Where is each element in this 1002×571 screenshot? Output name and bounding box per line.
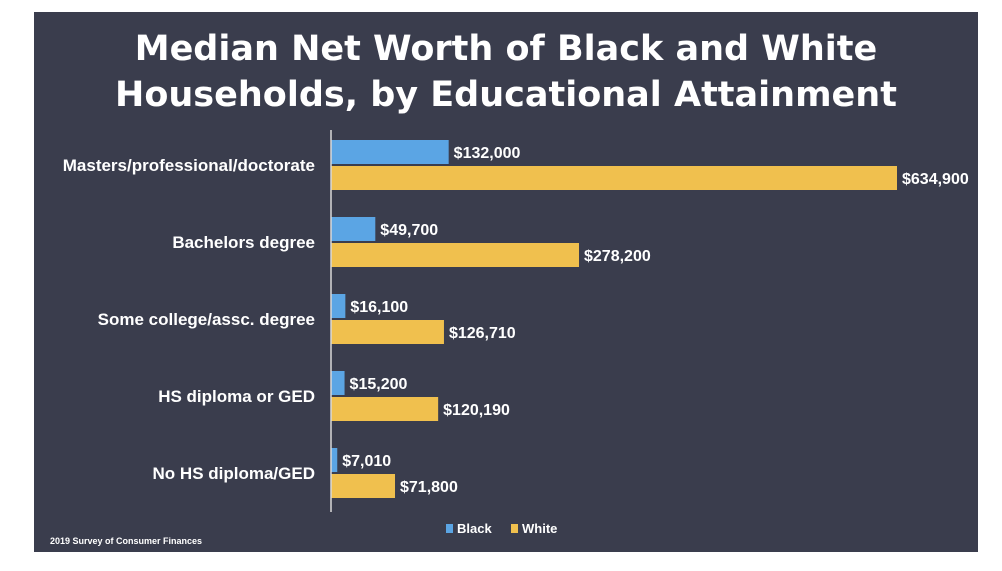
- chart-title-line-1: Median Net Worth of Black and White: [134, 29, 878, 69]
- value-label-white-some-college-assc-degree: $126,710: [449, 325, 516, 342]
- chart-title-line-2: Households, by Educational Attainment: [115, 75, 897, 115]
- bar-black-some-college-assc-degree: [331, 294, 346, 318]
- value-label-black-some-college-assc-degree: $16,100: [350, 299, 408, 316]
- bar-white-some-college-assc-degree: [331, 320, 444, 344]
- chart-slide: Median Net Worth of Black and White Hous…: [34, 12, 978, 552]
- bar-chart: Masters/professional/doctorate $132,000 $6…: [63, 130, 969, 536]
- bar-white-hs-diploma-or-ged: [331, 397, 439, 421]
- category-label-no-hs-diploma-ged: No HS diploma/GED: [153, 464, 315, 483]
- legend-label-black: Black: [457, 521, 492, 536]
- legend-swatch-black: [446, 524, 453, 533]
- bar-black-bachelors-degree: [331, 217, 376, 241]
- value-label-black-hs-diploma-or-ged: $15,200: [350, 376, 408, 393]
- value-label-black-masters-professional-doctorate: $132,000: [454, 145, 521, 162]
- category-label-bachelors-degree: Bachelors degree: [172, 233, 315, 252]
- value-label-white-no-hs-diploma-ged: $71,800: [400, 479, 458, 496]
- value-label-white-hs-diploma-or-ged: $120,190: [443, 402, 510, 419]
- bar-white-no-hs-diploma-ged: [331, 474, 396, 498]
- bar-black-no-hs-diploma-ged: [331, 448, 338, 472]
- bar-white-bachelors-degree: [331, 243, 580, 267]
- category-label-masters-professional-doctorate: Masters/professional/doctorate: [63, 156, 315, 175]
- bar-black-hs-diploma-or-ged: [331, 371, 345, 395]
- bar-black-masters-professional-doctorate: [331, 140, 449, 164]
- bar-white-masters-professional-doctorate: [331, 166, 897, 190]
- category-label-some-college-assc-degree: Some college/assc. degree: [98, 310, 315, 329]
- legend-label-white: White: [522, 521, 557, 536]
- value-label-black-bachelors-degree: $49,700: [380, 222, 438, 239]
- value-label-white-masters-professional-doctorate: $634,900: [902, 171, 969, 188]
- category-label-hs-diploma-or-ged: HS diploma or GED: [158, 387, 315, 406]
- chart-title: Median Net Worth of Black and White Hous…: [34, 26, 978, 118]
- source-note: 2019 Survey of Consumer Finances: [50, 536, 203, 546]
- legend-swatch-white: [511, 524, 518, 533]
- value-label-white-bachelors-degree: $278,200: [584, 248, 651, 265]
- value-label-black-no-hs-diploma-ged: $7,010: [342, 453, 391, 470]
